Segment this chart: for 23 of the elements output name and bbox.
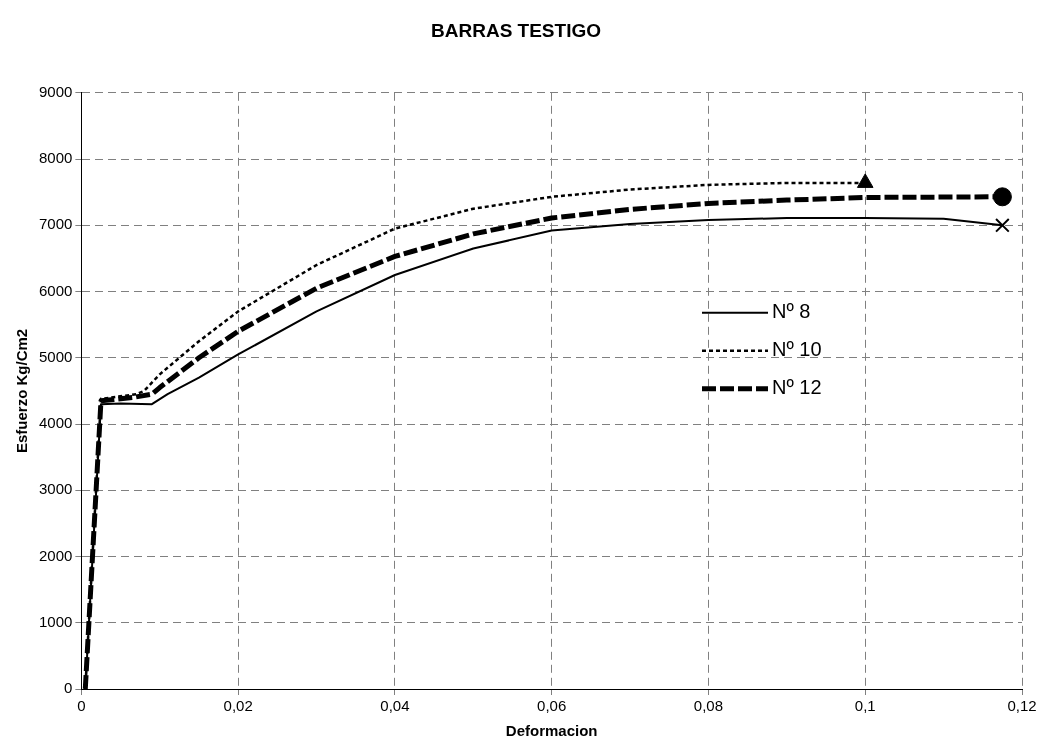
chart-title: BARRAS TESTIGO [431,19,601,41]
y-tick-label: 3000 [38,480,73,498]
x-axis-title: Deformacion [505,722,598,740]
x-tick-label: 0 [77,697,86,715]
y-tick-label: 5000 [38,347,73,365]
legend-label: Nº 12 [772,376,822,399]
y-tick-label: 9000 [38,82,73,100]
x-tick-label: 0,04 [380,697,410,715]
x-tick-label: 0,08 [693,697,724,715]
y-tick-label: 0 [64,679,73,697]
y-tick-label: 8000 [38,149,73,167]
y-tick-label: 7000 [38,215,73,233]
y-tick-label: 1000 [38,612,73,630]
legend-label: Nº 10 [772,338,822,361]
x-tick-label: 0,06 [537,697,567,715]
x-tick-label: 0,1 [854,697,876,715]
y-tick-label: 4000 [38,414,73,432]
legend-label: Nº 8 [772,300,811,323]
y-tick-label: 6000 [38,281,73,299]
x-tick-label: 0,02 [223,697,253,715]
x-tick-label: 0,12 [1007,697,1037,715]
y-axis-title: Esfuerzo Kg/Cm2 [13,328,31,453]
y-tick-label: 2000 [38,546,73,564]
